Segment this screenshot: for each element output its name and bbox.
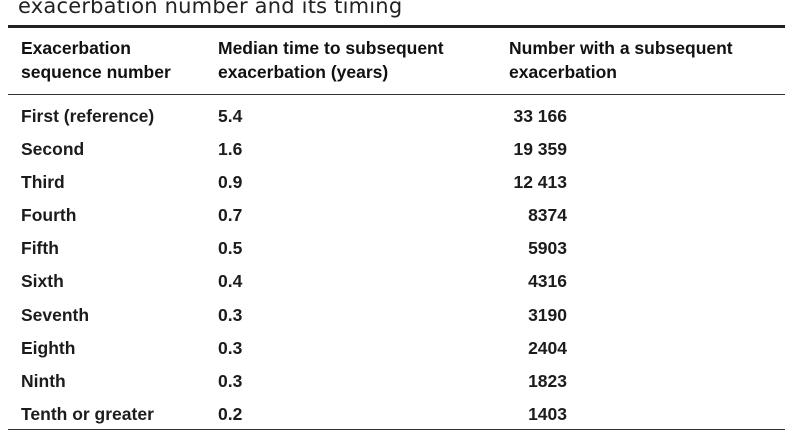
column-header-median-time: Median time to subsequent exacerbation (… — [218, 36, 444, 84]
cell-sequence: Third — [21, 172, 65, 193]
column-header-number-line2: exacerbation — [509, 62, 617, 82]
cell-number: 2404 — [528, 337, 567, 358]
cell-sequence: Sixth — [21, 271, 64, 292]
cell-sequence: Eighth — [21, 337, 76, 358]
cell-sequence: Seventh — [21, 304, 90, 325]
table-row: Fifth 0.5 5903 — [0, 233, 785, 266]
table-body: First (reference) 5.4 33 166 Second 1.6 … — [0, 101, 785, 432]
cell-median-years: 0.2 — [218, 403, 243, 424]
cell-number: 8374 — [528, 205, 567, 226]
table-row: Ninth 0.3 1823 — [0, 366, 785, 399]
column-header-number: Number with a subsequent exacerbation — [509, 36, 733, 84]
cell-number: 12 413 — [513, 172, 567, 193]
cell-number: 3190 — [528, 304, 567, 325]
cell-number: 19 359 — [513, 139, 567, 160]
table-top-rule — [8, 25, 785, 28]
cell-sequence: Fifth — [21, 238, 59, 259]
cell-median-years: 0.5 — [218, 238, 243, 259]
table-row: Tenth or greater 0.2 1403 — [0, 399, 785, 432]
table-row: Second 1.6 19 359 — [0, 134, 785, 167]
column-header-median-time-line2: exacerbation (years) — [218, 62, 389, 82]
cell-median-years: 0.3 — [218, 337, 243, 358]
cell-sequence: First (reference) — [21, 106, 155, 126]
header-divider-rule — [8, 94, 785, 95]
cell-number: 5903 — [528, 238, 567, 259]
cell-sequence: Tenth or greater — [21, 403, 154, 424]
cell-sequence: Fourth — [21, 205, 77, 226]
column-header-sequence: Exacerbation sequence number — [21, 36, 171, 84]
cell-sequence: Second — [21, 139, 85, 160]
table-row: Eighth 0.3 2404 — [0, 333, 785, 366]
cell-median-years: 0.3 — [218, 304, 243, 325]
cell-median-years: 1.6 — [218, 139, 243, 160]
column-header-number-line1: Number with a subsequent — [509, 38, 733, 58]
cell-number: 33 166 — [513, 106, 567, 126]
table-row: Sixth 0.4 4316 — [0, 266, 785, 299]
column-header-sequence-line2: sequence number — [21, 62, 171, 82]
cell-number: 4316 — [528, 271, 567, 292]
table-caption: exacerbation number and its timing — [18, 0, 403, 18]
cell-median-years: 0.9 — [218, 172, 243, 193]
table-row: Third 0.9 12 413 — [0, 167, 785, 200]
column-header-median-time-line1: Median time to subsequent — [218, 38, 444, 58]
cell-sequence: Ninth — [21, 370, 66, 391]
cell-median-years: 0.7 — [218, 205, 243, 226]
cell-number: 1823 — [528, 370, 567, 391]
column-header-sequence-line1: Exacerbation — [21, 38, 131, 58]
cell-median-years: 0.3 — [218, 370, 243, 391]
table-bottom-rule — [8, 429, 785, 430]
table-row: Fourth 0.7 8374 — [0, 200, 785, 233]
cell-median-years: 0.4 — [218, 271, 243, 292]
cell-median-years: 5.4 — [218, 106, 243, 126]
table-row: First (reference) 5.4 33 166 — [0, 101, 785, 134]
table-row: Seventh 0.3 3190 — [0, 300, 785, 333]
cell-number: 1403 — [528, 403, 567, 424]
